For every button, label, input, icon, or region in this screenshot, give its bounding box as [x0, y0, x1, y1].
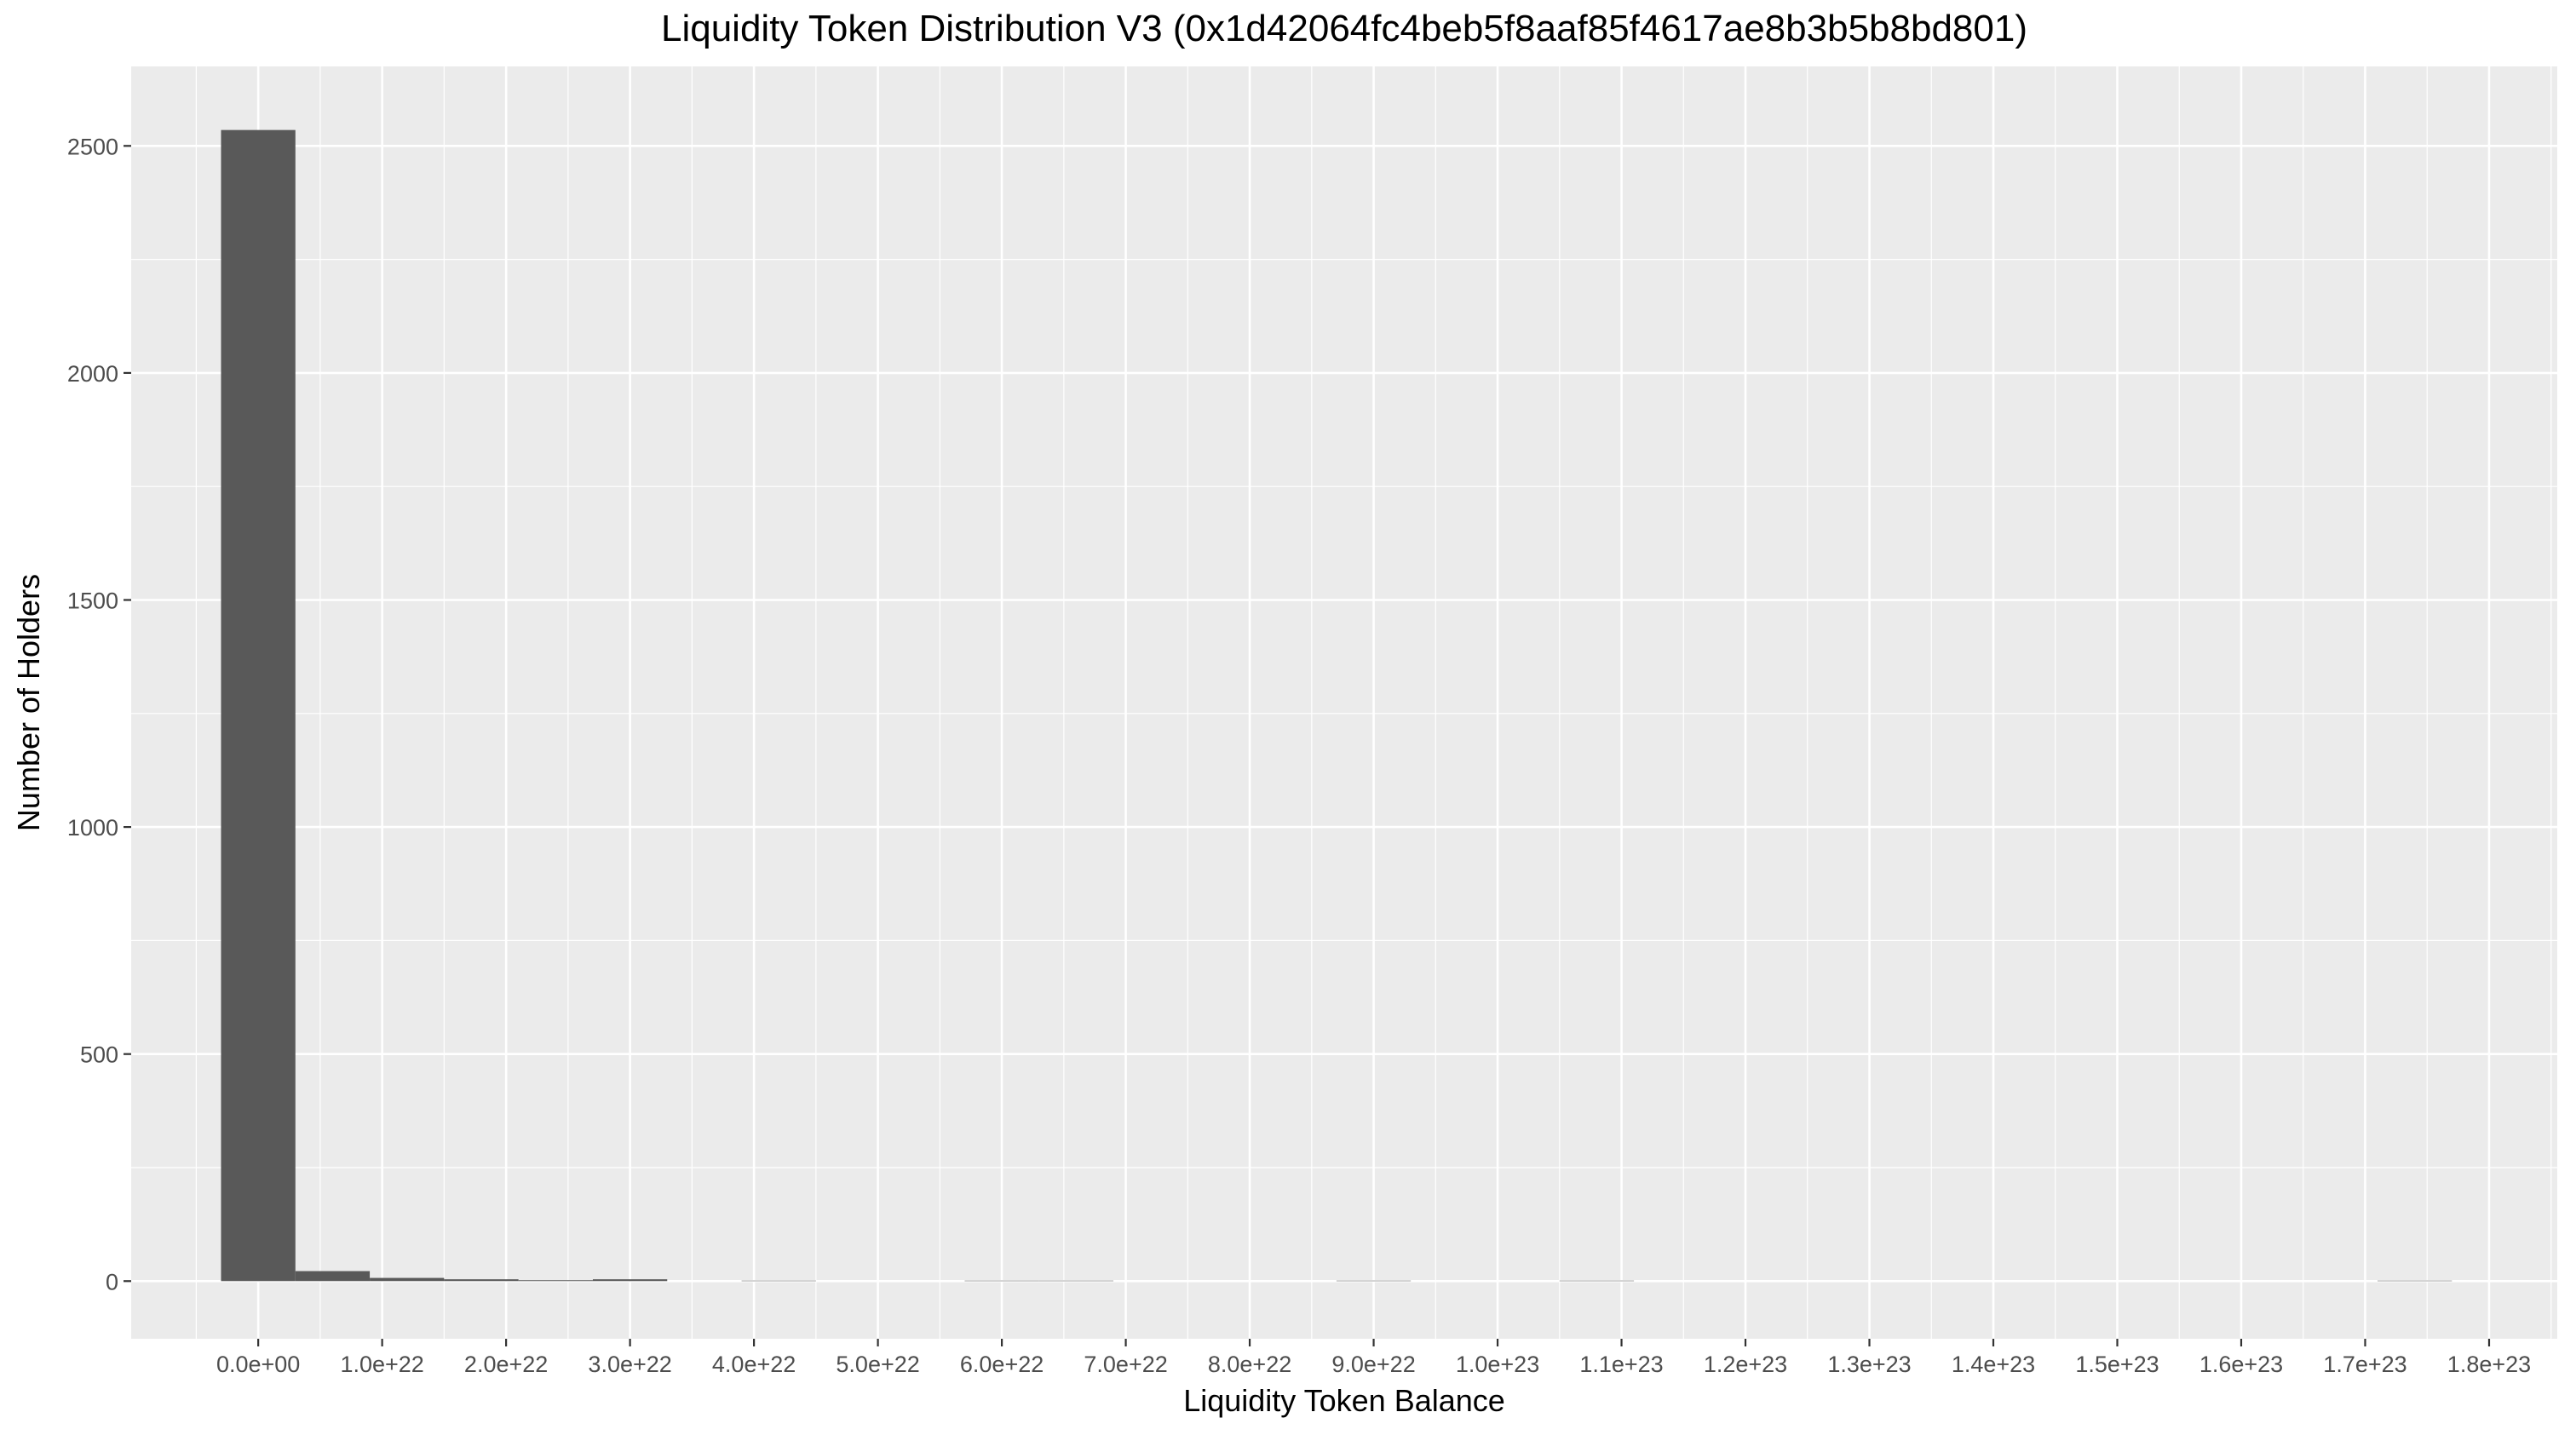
histogram-bar [741, 1280, 816, 1282]
histogram-bar [1559, 1280, 1635, 1282]
x-axis-title: Liquidity Token Balance [1183, 1383, 1505, 1418]
histogram-bar [444, 1279, 519, 1282]
y-tick-label: 1500 [67, 588, 118, 613]
x-tick-label: 6.0e+22 [960, 1352, 1044, 1377]
x-tick-label: 0.0e+00 [216, 1352, 300, 1377]
x-tick-label: 1.4e+23 [1952, 1352, 2035, 1377]
x-tick-label: 1.6e+23 [2199, 1352, 2283, 1377]
histogram-bar [592, 1279, 668, 1282]
y-tick-label: 0 [106, 1269, 118, 1294]
y-axis-title: Number of Holders [11, 574, 46, 831]
x-tick-label: 1.0e+22 [340, 1352, 423, 1377]
histogram-bar [964, 1280, 1039, 1282]
x-tick-label: 1.7e+23 [2323, 1352, 2406, 1377]
x-tick-label: 1.8e+23 [2447, 1352, 2531, 1377]
x-tick-label: 2.0e+22 [464, 1352, 548, 1377]
histogram-bar [2378, 1280, 2452, 1282]
x-tick-label: 1.5e+23 [2075, 1352, 2159, 1377]
x-tick-label: 3.0e+22 [588, 1352, 671, 1377]
histogram-bar [221, 129, 296, 1282]
plot-area: 0.0e+00 1.0e+22 2.0e+22 3.0e+22 4.0e+22 5.0e+… [67, 66, 2557, 1377]
x-tick-label: 8.0e+22 [1208, 1352, 1291, 1377]
histogram-bar [518, 1280, 593, 1282]
histogram-bar [370, 1277, 445, 1282]
plot-panel [131, 66, 2557, 1339]
x-tick-label: 1.3e+23 [1827, 1352, 1911, 1377]
x-tick-label: 1.0e+23 [1456, 1352, 1539, 1377]
x-tick-label: 7.0e+22 [1084, 1352, 1167, 1377]
chart-title: Liquidity Token Distribution V3 (0x1d420… [661, 8, 2027, 49]
y-tick-label: 2000 [67, 361, 118, 387]
histogram-bar [1336, 1280, 1412, 1282]
x-tick-label: 5.0e+22 [836, 1352, 919, 1377]
y-tick-label: 2500 [67, 134, 118, 159]
histogram-bar [295, 1271, 371, 1282]
y-tick-label: 500 [80, 1042, 118, 1068]
x-tick-label: 1.1e+23 [1579, 1352, 1663, 1377]
histogram-bar [1038, 1280, 1114, 1282]
y-tick-label: 1000 [67, 815, 118, 841]
x-tick-label: 4.0e+22 [712, 1352, 796, 1377]
x-tick-label: 9.0e+22 [1331, 1352, 1415, 1377]
x-tick-label: 1.2e+23 [1704, 1352, 1787, 1377]
